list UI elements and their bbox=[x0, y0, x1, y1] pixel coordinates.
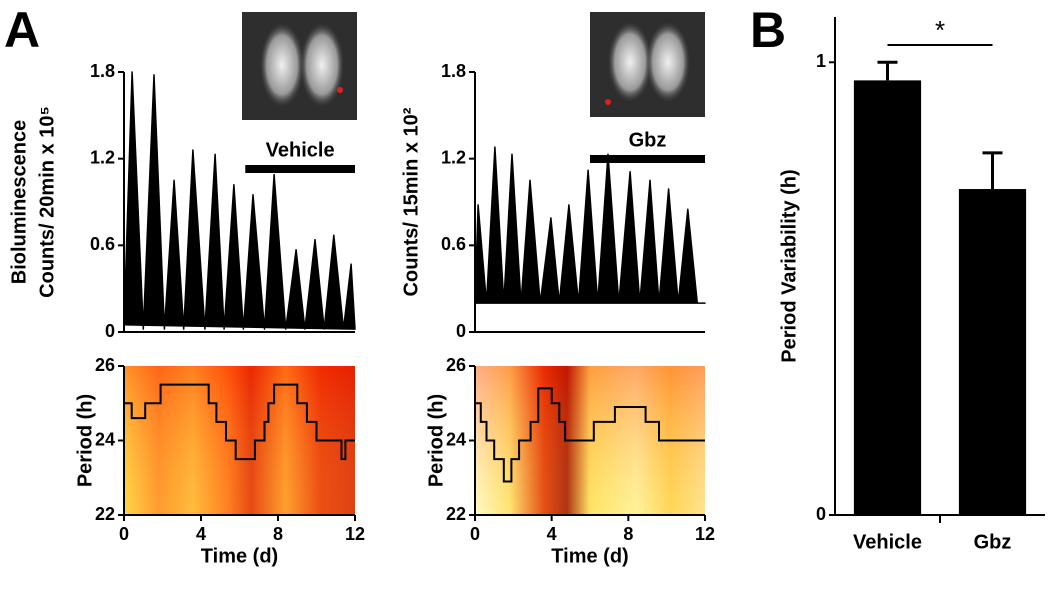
x-tick-label: 12 bbox=[695, 524, 715, 544]
y-tick-label: 24 bbox=[446, 429, 466, 449]
y-tick-label: 26 bbox=[446, 355, 466, 375]
error-bar bbox=[877, 60, 898, 81]
x-axis-label: Time (d) bbox=[551, 545, 628, 567]
y-tick-label: 1.2 bbox=[90, 147, 115, 167]
y-tick-label: 1.2 bbox=[441, 147, 466, 167]
x-axis-label: Time (d) bbox=[201, 545, 278, 567]
y-tick-label: 24 bbox=[95, 429, 115, 449]
x-tick-label: 8 bbox=[273, 524, 283, 544]
y-axis-label: Counts/ 15min x 10² bbox=[400, 107, 422, 296]
y-axis-label: Bioluminescence bbox=[8, 120, 30, 285]
scn-image-vehicle bbox=[242, 12, 357, 120]
y-axis-label: Period (h) bbox=[425, 394, 447, 487]
treatment-label: Vehicle bbox=[266, 139, 335, 161]
period-line bbox=[475, 387, 705, 483]
y-axis-label: Period Variability (h) bbox=[778, 169, 800, 362]
trace bbox=[474, 146, 706, 304]
x-tick-label: Vehicle bbox=[853, 531, 922, 553]
bar bbox=[958, 189, 1027, 515]
panel-label: A bbox=[4, 2, 40, 58]
significance-label: * bbox=[935, 15, 945, 45]
treatment-label: Gbz bbox=[629, 129, 667, 151]
y-tick-label: 0 bbox=[105, 321, 115, 341]
treatment-bar bbox=[590, 155, 705, 163]
x-tick-label: 4 bbox=[196, 524, 206, 544]
y-axis-label: Counts/ 20min x 10⁵ bbox=[36, 106, 58, 298]
x-tick-label: 4 bbox=[547, 524, 557, 544]
bar bbox=[853, 80, 922, 515]
period-line bbox=[124, 383, 355, 461]
y-tick-label: 0 bbox=[456, 321, 466, 341]
x-tick-label: 12 bbox=[345, 524, 365, 544]
x-tick-label: 0 bbox=[119, 524, 129, 544]
trace bbox=[123, 71, 356, 330]
y-tick-label: 1.8 bbox=[90, 61, 115, 81]
treatment-bar bbox=[245, 165, 355, 173]
y-tick-label: 22 bbox=[95, 504, 115, 524]
y-axis-label: Period (h) bbox=[74, 394, 96, 487]
x-tick-label: Gbz bbox=[974, 531, 1012, 553]
x-tick-label: 8 bbox=[623, 524, 633, 544]
y-tick-label: 1.8 bbox=[441, 61, 466, 81]
y-tick-label: 22 bbox=[446, 504, 466, 524]
y-tick-label: 0 bbox=[816, 504, 826, 524]
y-tick-label: 26 bbox=[95, 355, 115, 375]
x-tick-label: 0 bbox=[470, 524, 480, 544]
y-tick-label: 0.6 bbox=[90, 234, 115, 254]
scn-image-gbz bbox=[590, 12, 705, 117]
panel-label: B bbox=[750, 2, 786, 58]
error-bar bbox=[982, 151, 1003, 190]
y-tick-label: 0.6 bbox=[441, 234, 466, 254]
y-tick-label: 1 bbox=[816, 51, 826, 71]
